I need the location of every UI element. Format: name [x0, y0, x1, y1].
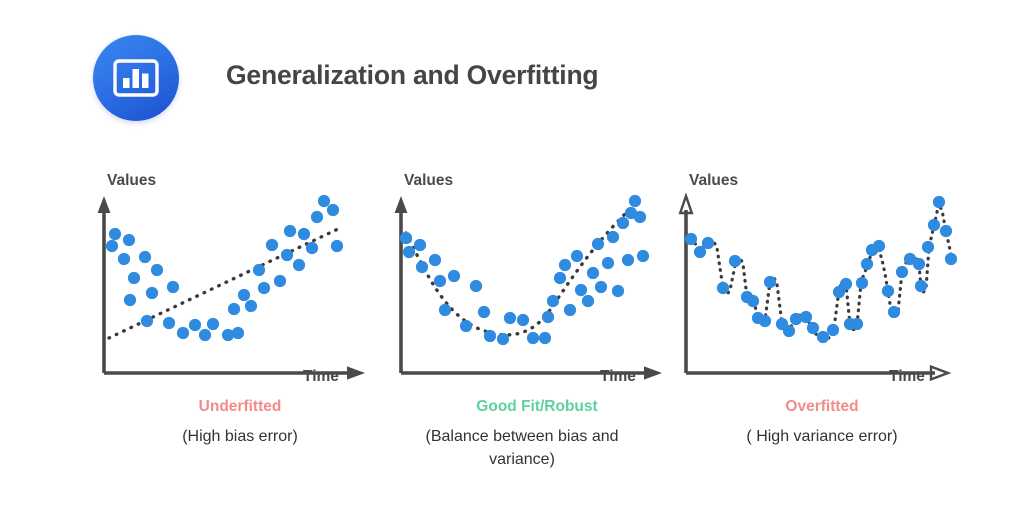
- scatter-points: [399, 194, 650, 346]
- panel-overfitted: Values: [667, 160, 977, 500]
- overfit-curve-line: [689, 205, 954, 340]
- smooth-curve-fit-line: [404, 205, 634, 337]
- y-axis-arrowhead: [394, 196, 408, 213]
- x-axis-arrowhead: [929, 364, 952, 382]
- y-axis-label: Values: [404, 172, 454, 189]
- x-axis-arrowhead: [347, 366, 365, 380]
- caption-title: Overfitted: [785, 398, 859, 415]
- caption-overfitted: Overfitted ( High variance error): [667, 396, 977, 448]
- y-axis-label: Values: [107, 172, 157, 189]
- x-axis-label: Time: [600, 368, 636, 385]
- header: Generalization and Overfitting: [0, 0, 1024, 150]
- scatter-points: [684, 195, 958, 344]
- caption-title: Underfitted: [198, 398, 282, 415]
- axes: [102, 210, 353, 375]
- chart-overfitted: [678, 192, 958, 382]
- y-axis-label: Values: [689, 172, 739, 189]
- page-title: Generalization and Overfitting: [226, 60, 599, 90]
- caption-title: Good Fit/Robust: [476, 398, 598, 415]
- caption-subtitle: ( High variance error): [746, 428, 898, 445]
- x-axis-label: Time: [303, 368, 339, 385]
- caption-underfitted: Underfitted (High bias error): [85, 396, 395, 448]
- caption-good-fit: Good Fit/Robust (Balance between bias an…: [382, 396, 692, 471]
- chart-good-fit: [394, 194, 662, 380]
- chart-underfitted: [97, 194, 365, 380]
- y-axis-arrowhead: [97, 196, 111, 213]
- caption-subtitle: (High bias error): [182, 428, 298, 445]
- panel-good-fit: Values: [382, 160, 692, 500]
- panel-underfitted: Values: [85, 160, 395, 500]
- caption-subtitle: (Balance between bias and variance): [425, 428, 619, 468]
- x-axis-arrowhead: [644, 366, 662, 380]
- y-axis-arrowhead: [678, 192, 694, 215]
- bar-chart-icon: [93, 35, 179, 121]
- x-axis-label: Time: [889, 368, 925, 385]
- scatter-points: [105, 194, 344, 342]
